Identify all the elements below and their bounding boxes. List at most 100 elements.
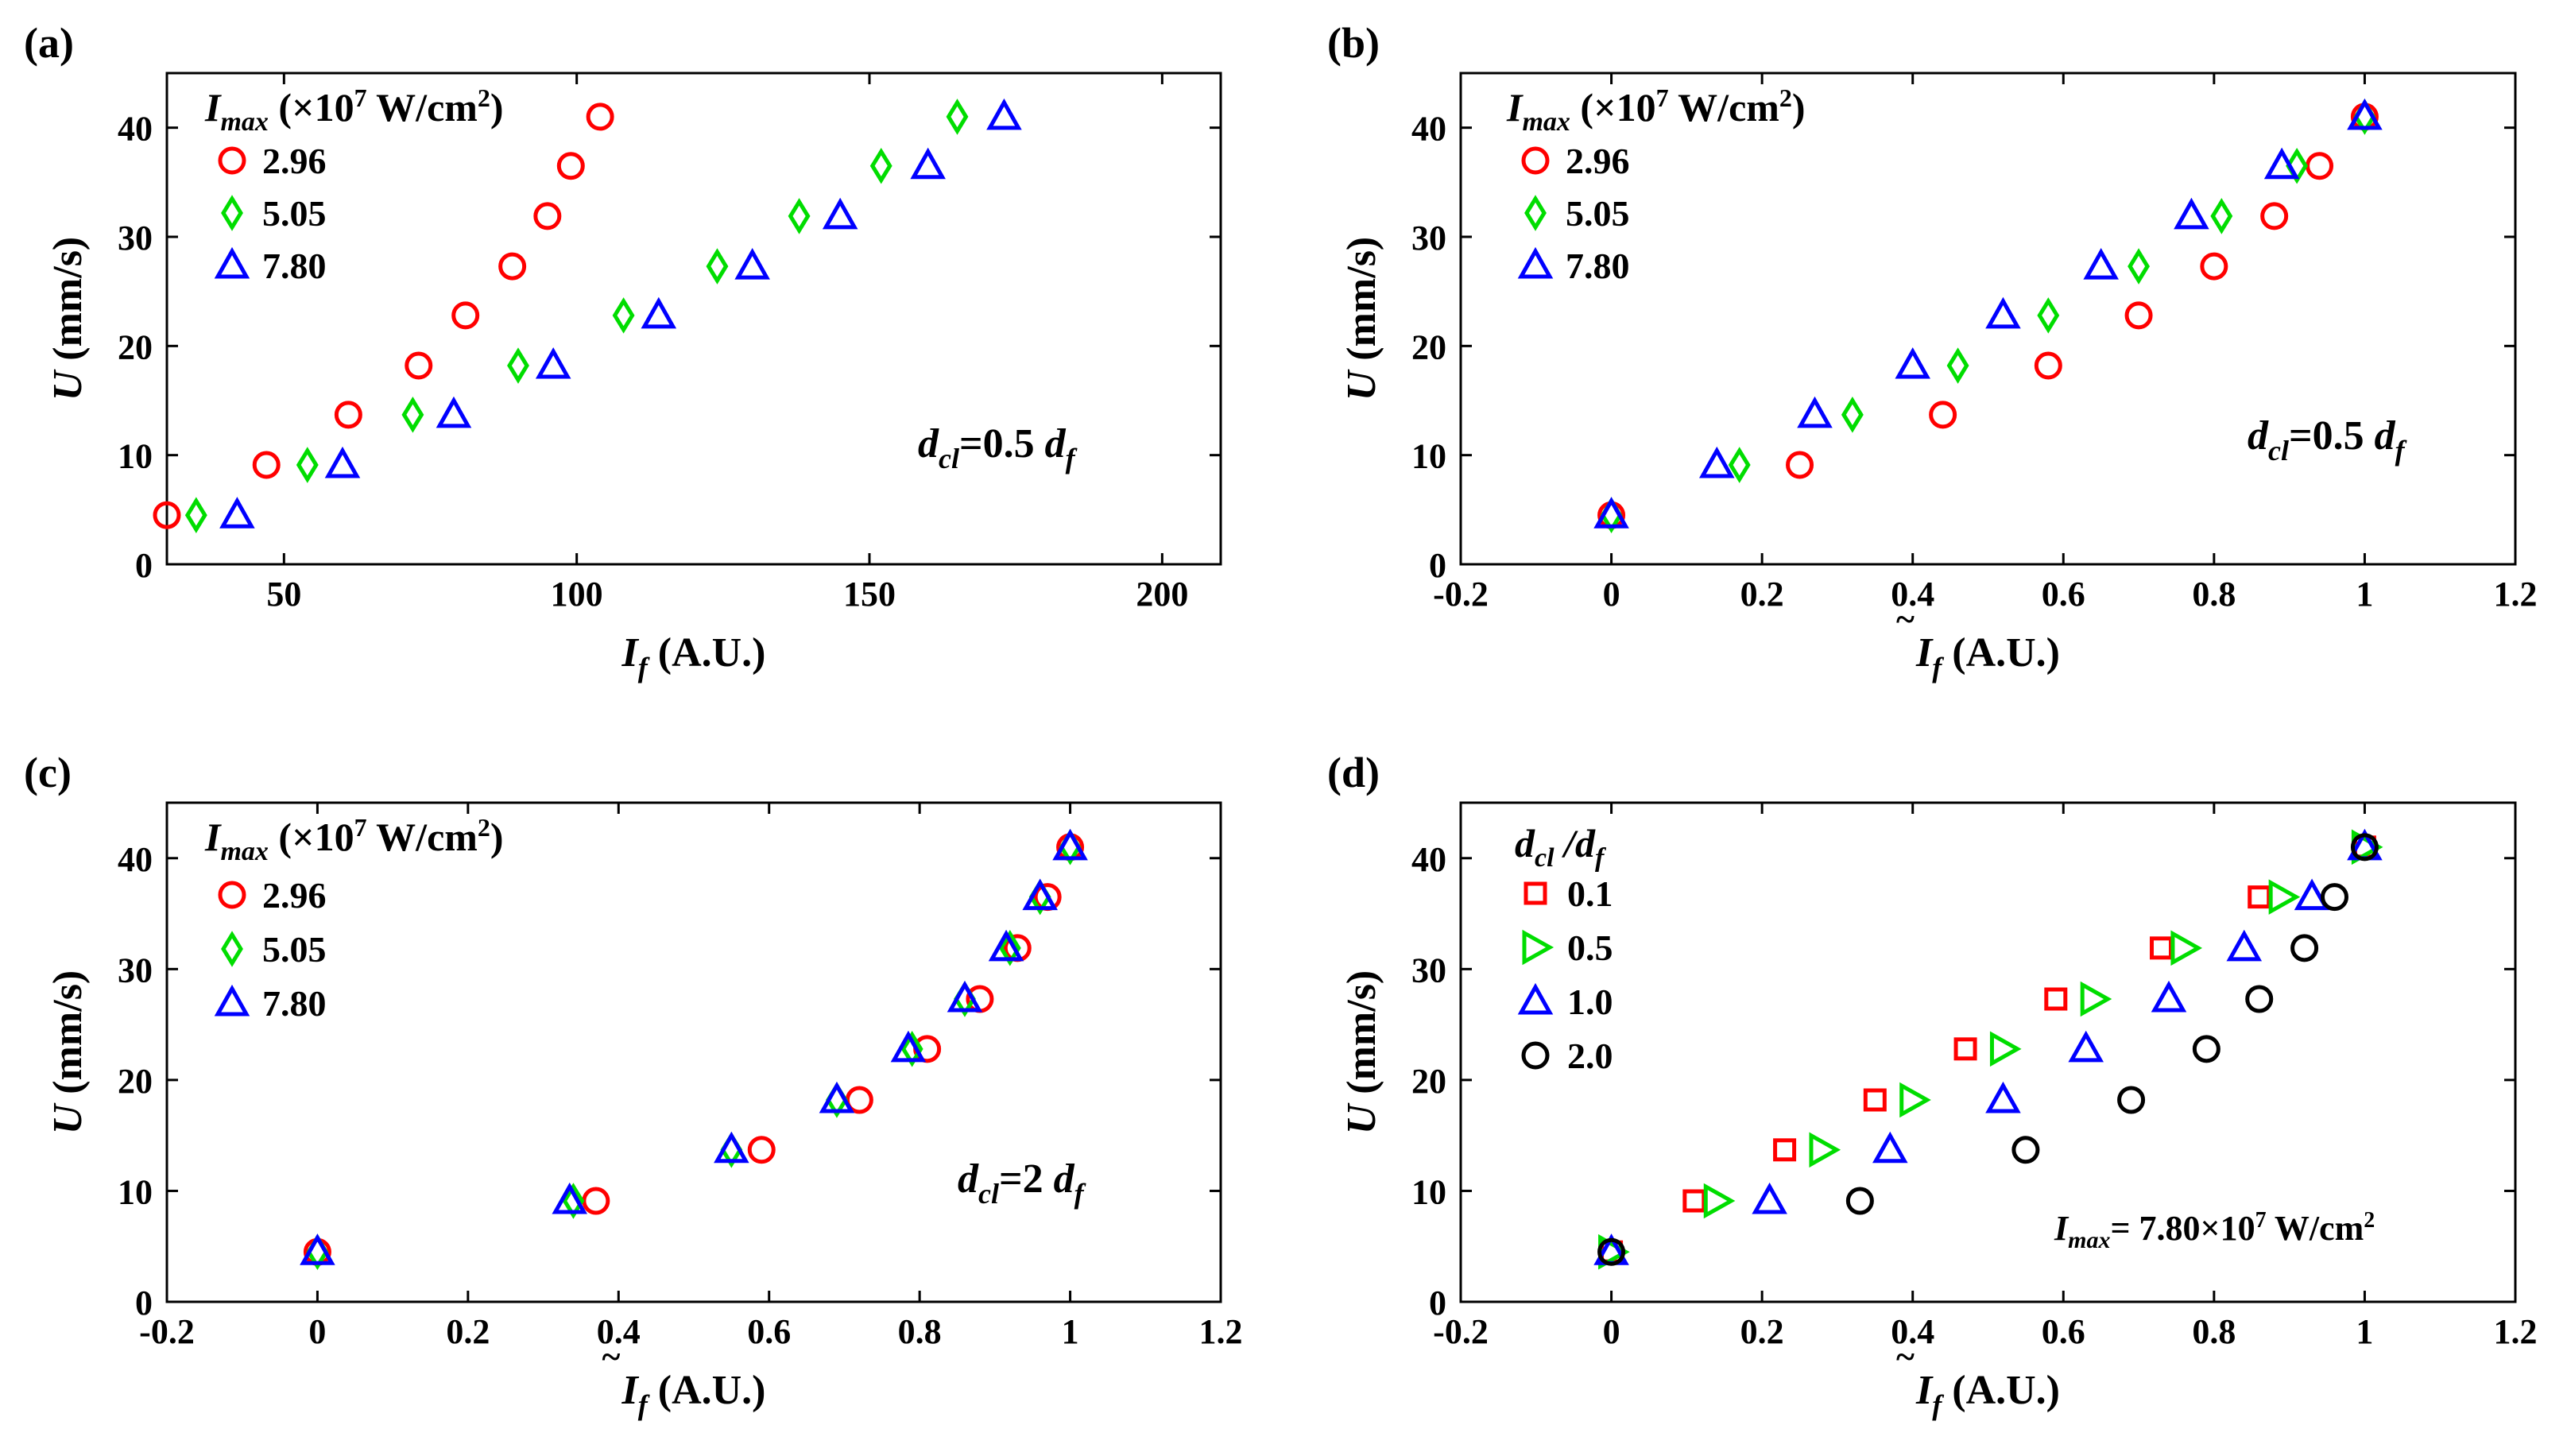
data-point — [1698, 446, 1735, 478]
legend-entry-label: 2.96 — [262, 875, 327, 916]
series-7.80 — [1593, 98, 2383, 529]
data-point — [2068, 1030, 2104, 1063]
legend: Imax (×107 W/cm2)2.965.057.80 — [1506, 83, 1806, 286]
data-point — [1946, 347, 1969, 384]
legend-marker — [214, 984, 250, 1016]
legend-marker — [1517, 982, 1554, 1015]
annotation: dcl=0.5 df — [918, 421, 1078, 474]
legend-marker — [1524, 881, 1547, 905]
y-tick-label: 10 — [118, 1172, 153, 1211]
y-tick-label: 0 — [1429, 546, 1446, 585]
x-tick-label: 0.4 — [1891, 575, 1934, 614]
data-point — [2210, 198, 2233, 234]
legend-entry-label: 0.5 — [1567, 927, 1613, 968]
data-point — [2347, 98, 2383, 130]
data-point — [788, 198, 811, 234]
data-point — [405, 351, 433, 380]
y-tick-label: 40 — [1411, 840, 1446, 879]
series-1.0 — [1593, 828, 2383, 1265]
x-tick-label: 150 — [843, 575, 896, 614]
data-point — [714, 1131, 749, 1164]
x-tick-label: 0.2 — [1740, 575, 1784, 614]
legend-marker — [218, 146, 246, 175]
data-point — [1786, 451, 1814, 479]
y-tick-label: 30 — [1411, 951, 1446, 989]
data-point — [2294, 878, 2330, 911]
y-axis-label: U (mm/s) — [1339, 970, 1384, 1135]
data-point — [2083, 247, 2119, 280]
axes-box — [1459, 801, 2517, 1303]
tilde-accent-icon: ~ — [1896, 1338, 1915, 1377]
data-point — [2117, 1086, 2146, 1114]
data-point — [869, 147, 892, 184]
data-point — [1863, 1088, 1887, 1112]
x-axis-label: If (A.U.) — [1915, 1368, 2060, 1421]
legend-entry-label: 2.96 — [1566, 141, 1630, 181]
data-point — [734, 247, 770, 280]
series-2.0 — [1597, 833, 2379, 1266]
x-tick-label: 50 — [266, 575, 301, 614]
data-point — [2290, 934, 2319, 962]
legend-entry-label: 5.05 — [262, 193, 327, 234]
legend-entry-label: 5.05 — [1566, 193, 1630, 234]
data-point — [507, 347, 529, 384]
data-point — [910, 147, 946, 180]
data-point — [556, 152, 585, 180]
x-tick-label: 0.8 — [2192, 1312, 2236, 1351]
data-point — [582, 1187, 610, 1215]
legend: Imax (×107 W/cm2)2.965.057.80 — [204, 813, 504, 1024]
data-point — [947, 980, 983, 1013]
data-point — [586, 103, 614, 131]
data-point — [822, 197, 858, 230]
data-point — [296, 447, 319, 483]
data-point — [552, 1182, 587, 1214]
series-7.80 — [219, 98, 1022, 529]
legend-entry-label: 1.0 — [1567, 982, 1613, 1022]
data-point — [1985, 1081, 2021, 1113]
data-point — [1052, 828, 1088, 861]
data-point — [2268, 879, 2301, 915]
axes-box — [165, 801, 1222, 1303]
data-point — [2286, 147, 2309, 184]
data-point — [747, 1136, 776, 1164]
axes-box — [1459, 72, 2517, 566]
legend: Imax (×107 W/cm2)2.965.057.80 — [204, 83, 504, 286]
data-point — [2151, 980, 2187, 1013]
data-point — [2011, 1136, 2040, 1164]
y-tick-label: 40 — [118, 110, 153, 149]
tilde-accent-icon: ~ — [602, 1338, 621, 1377]
annotation: dcl=0.5 df — [2248, 413, 2407, 467]
data-point — [2170, 930, 2203, 966]
legend-marker — [221, 931, 243, 967]
x-tick-label: 0 — [308, 1312, 326, 1351]
legend-title: Imax (×107 W/cm2) — [1506, 83, 1806, 137]
x-tick-label: 1.2 — [1199, 1312, 1243, 1351]
series-7.80 — [300, 828, 1088, 1265]
data-point — [2350, 833, 2379, 862]
data-point — [1597, 1237, 1626, 1266]
x-tick-label: 0.4 — [1891, 1312, 1934, 1351]
data-point — [2245, 985, 2274, 1013]
legend-title: Imax (×107 W/cm2) — [204, 83, 504, 137]
legend-marker — [1521, 1041, 1550, 1070]
x-tick-label: 1 — [2356, 1312, 2373, 1351]
data-point — [334, 401, 362, 429]
data-point — [562, 1183, 585, 1219]
y-tick-label: 0 — [135, 1284, 153, 1322]
x-tick-label: 0 — [1603, 575, 1620, 614]
data-point — [1022, 878, 1058, 911]
legend-marker — [221, 195, 243, 231]
y-tick-label: 40 — [1411, 110, 1446, 149]
y-tick-label: 10 — [118, 437, 153, 476]
data-point — [324, 446, 361, 478]
data-point — [2124, 301, 2153, 330]
x-axis-label: If (A.U.) — [1915, 630, 2060, 683]
data-point — [2037, 297, 2060, 334]
data-point — [900, 1031, 923, 1067]
y-tick-label: 20 — [1411, 1062, 1446, 1101]
data-point — [252, 451, 281, 479]
x-tick-label: 0.6 — [2042, 575, 2085, 614]
